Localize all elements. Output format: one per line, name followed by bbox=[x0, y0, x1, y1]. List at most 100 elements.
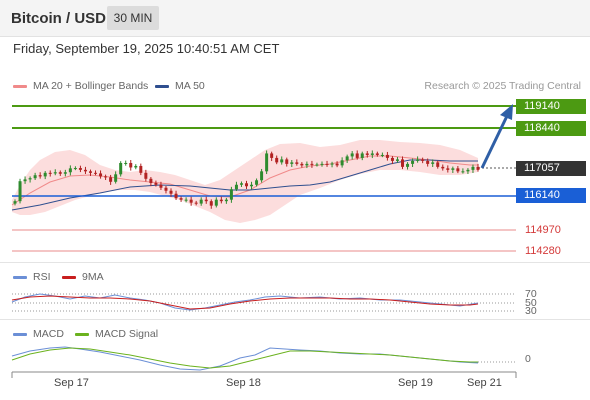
s2-price-label: 114280 bbox=[525, 245, 561, 257]
legend-macd-signal: MACD Signal bbox=[75, 328, 158, 340]
candle-body bbox=[260, 171, 264, 181]
candle-body bbox=[436, 162, 440, 167]
legend-macd-signal-label: MACD Signal bbox=[95, 328, 159, 340]
x-label-sep19: Sep 19 bbox=[398, 377, 433, 389]
candle-body bbox=[13, 201, 17, 204]
candle-body bbox=[345, 156, 349, 161]
timestamp: Friday, September 19, 2025 10:40:51 AM C… bbox=[13, 41, 280, 56]
candle-body bbox=[305, 163, 309, 166]
candle-body bbox=[104, 176, 108, 178]
candle-body bbox=[285, 159, 289, 164]
ma50-swatch bbox=[155, 84, 169, 88]
candle-body bbox=[461, 171, 465, 173]
candle-body bbox=[355, 153, 359, 158]
forecast-arrow-head bbox=[500, 104, 513, 120]
candle-body bbox=[431, 162, 435, 164]
candle-body bbox=[219, 199, 223, 202]
candle-body bbox=[194, 202, 198, 204]
candle-body bbox=[214, 199, 218, 206]
candle-body bbox=[451, 168, 455, 170]
legend-ma20: MA 20 + Bollinger Bands bbox=[13, 80, 148, 92]
candle-body bbox=[350, 153, 354, 157]
candle-body bbox=[421, 159, 425, 161]
candle-body bbox=[199, 199, 203, 204]
instrument-title: Bitcoin / USD bbox=[11, 10, 107, 27]
candle-body bbox=[164, 187, 168, 191]
rsi-ma-swatch bbox=[62, 275, 76, 279]
forecast-arrow bbox=[480, 115, 509, 169]
candle-body bbox=[466, 169, 470, 172]
candle-body bbox=[280, 159, 284, 163]
candle-body bbox=[390, 157, 394, 161]
legend-rsi-ma-label: 9MA bbox=[82, 271, 104, 283]
candle-body bbox=[38, 175, 42, 177]
candle-body bbox=[189, 199, 193, 203]
candle-body bbox=[23, 179, 27, 182]
candle-body bbox=[290, 162, 294, 164]
candle-body bbox=[124, 162, 128, 164]
candle-body bbox=[119, 162, 123, 175]
last-price-tag: 117057 bbox=[516, 161, 586, 176]
candle-body bbox=[320, 163, 324, 165]
candle-body bbox=[380, 154, 384, 156]
candle-body bbox=[28, 178, 32, 180]
candles bbox=[13, 150, 480, 209]
candle-body bbox=[295, 162, 299, 164]
candle-body bbox=[340, 160, 344, 166]
candle-body bbox=[406, 163, 410, 167]
panel-divider-rsi bbox=[0, 262, 590, 263]
candle-body bbox=[310, 163, 314, 165]
candle-body bbox=[53, 172, 57, 174]
legend-ma50-label: MA 50 bbox=[175, 80, 205, 92]
rsi-level-30-label: 30 bbox=[525, 305, 537, 317]
rsi-level-70-label: 70 bbox=[525, 288, 537, 300]
legend-ma50: MA 50 bbox=[155, 80, 205, 92]
rsi-level-50-label: 50 bbox=[525, 297, 537, 309]
candle-body bbox=[250, 184, 254, 187]
candle-body bbox=[370, 153, 374, 155]
candle-body bbox=[315, 164, 319, 166]
candle-body bbox=[169, 190, 173, 194]
s1-price-label: 114970 bbox=[525, 224, 561, 236]
candle-body bbox=[73, 168, 77, 170]
candle-body bbox=[300, 163, 304, 166]
candle-body bbox=[179, 198, 183, 200]
candle-body bbox=[255, 180, 259, 185]
candle-body bbox=[139, 165, 143, 173]
panel-divider-macd bbox=[0, 319, 590, 320]
legend-macd: MACD bbox=[13, 328, 64, 340]
candle-body bbox=[325, 163, 329, 165]
candle-body bbox=[58, 172, 62, 174]
macd-zero-label: 0 bbox=[525, 353, 531, 365]
candle-body bbox=[184, 199, 188, 201]
candle-body bbox=[375, 153, 379, 155]
candle-body bbox=[385, 154, 389, 158]
candle-body bbox=[245, 183, 248, 187]
candle-body bbox=[426, 160, 430, 164]
bollinger-band bbox=[12, 140, 478, 223]
candle-body bbox=[395, 159, 399, 161]
candle-body bbox=[224, 199, 228, 202]
candle-body bbox=[476, 166, 480, 170]
rsi-ma-line bbox=[11, 295, 479, 310]
candle-body bbox=[416, 159, 420, 161]
candle-body bbox=[209, 201, 213, 206]
macd-swatch bbox=[13, 332, 27, 336]
ma20-swatch bbox=[13, 84, 27, 88]
rsi-swatch bbox=[13, 275, 27, 279]
candle-body bbox=[239, 183, 243, 185]
candle-body bbox=[63, 172, 67, 174]
candle-body bbox=[134, 165, 138, 168]
candle-body bbox=[114, 174, 118, 182]
candle-body bbox=[204, 199, 208, 202]
legend-macd-label: MACD bbox=[33, 328, 64, 340]
interval-button[interactable]: 30 MIN bbox=[107, 6, 159, 30]
candle-body bbox=[275, 157, 279, 163]
candle-body bbox=[229, 189, 233, 200]
pivot-price-tag: 116140 bbox=[516, 188, 586, 203]
chart-header: Bitcoin / USD 30 MIN bbox=[0, 0, 590, 37]
candle-body bbox=[456, 168, 460, 172]
legend-rsi-ma: 9MA bbox=[62, 271, 104, 283]
macd-signal-swatch bbox=[75, 332, 89, 336]
